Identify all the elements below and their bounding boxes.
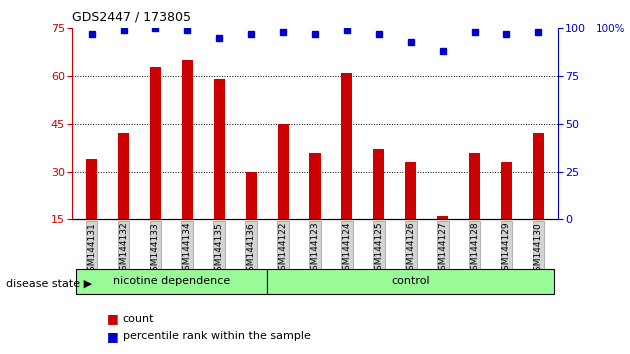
- Text: count: count: [123, 314, 154, 324]
- Bar: [76, 269, 267, 294]
- Text: GSM144125: GSM144125: [374, 222, 383, 276]
- Text: nicotine dependence: nicotine dependence: [113, 276, 230, 286]
- Bar: [246, 172, 257, 219]
- Bar: [341, 73, 353, 219]
- Text: GSM144133: GSM144133: [151, 222, 160, 276]
- Text: GSM144134: GSM144134: [183, 222, 192, 276]
- Bar: [437, 216, 448, 219]
- Bar: [182, 60, 193, 219]
- Text: percentile rank within the sample: percentile rank within the sample: [123, 331, 311, 341]
- Text: GSM144122: GSM144122: [278, 222, 287, 276]
- Text: 100%: 100%: [596, 24, 626, 34]
- Text: disease state ▶: disease state ▶: [6, 278, 93, 288]
- Text: GSM144136: GSM144136: [247, 222, 256, 276]
- Text: ■: ■: [107, 312, 119, 325]
- Bar: [86, 159, 97, 219]
- Bar: [214, 79, 225, 219]
- Bar: [533, 133, 544, 219]
- Bar: [309, 153, 321, 219]
- Text: GSM144127: GSM144127: [438, 222, 447, 276]
- Text: GDS2447 / 173805: GDS2447 / 173805: [72, 11, 192, 24]
- Bar: [405, 162, 416, 219]
- Text: control: control: [391, 276, 430, 286]
- Bar: [150, 67, 161, 219]
- Bar: [501, 162, 512, 219]
- Bar: [267, 269, 554, 294]
- Text: GSM144128: GSM144128: [470, 222, 479, 276]
- Bar: [277, 124, 289, 219]
- Text: GSM144130: GSM144130: [534, 222, 543, 276]
- Text: GSM144123: GSM144123: [311, 222, 319, 276]
- Text: ■: ■: [107, 330, 119, 343]
- Text: GSM144131: GSM144131: [87, 222, 96, 276]
- Text: GSM144124: GSM144124: [343, 222, 352, 276]
- Text: GSM144132: GSM144132: [119, 222, 128, 276]
- Text: GSM144126: GSM144126: [406, 222, 415, 276]
- Bar: [373, 149, 384, 219]
- Text: GSM144135: GSM144135: [215, 222, 224, 276]
- Bar: [118, 133, 129, 219]
- Bar: [469, 153, 480, 219]
- Text: GSM144129: GSM144129: [502, 222, 511, 276]
